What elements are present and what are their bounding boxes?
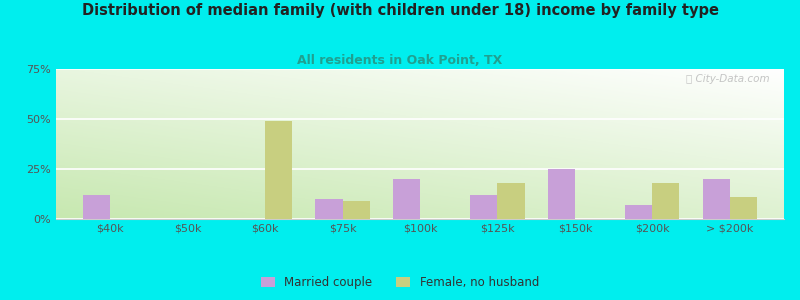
- Bar: [498, 183, 525, 219]
- Bar: [470, 195, 498, 219]
- Bar: [265, 121, 292, 219]
- Text: Distribution of median family (with children under 18) income by family type: Distribution of median family (with chil…: [82, 3, 718, 18]
- Bar: [652, 183, 679, 219]
- Bar: [730, 197, 757, 219]
- Text: ⓘ City-Data.com: ⓘ City-Data.com: [686, 74, 770, 83]
- Legend: Married couple, Female, no husband: Married couple, Female, no husband: [256, 272, 544, 294]
- Bar: [626, 205, 652, 219]
- Text: All residents in Oak Point, TX: All residents in Oak Point, TX: [298, 54, 502, 67]
- Bar: [702, 179, 730, 219]
- Bar: [548, 169, 575, 219]
- Bar: [342, 201, 370, 219]
- Bar: [393, 179, 420, 219]
- Bar: [315, 199, 342, 219]
- Bar: [83, 195, 110, 219]
